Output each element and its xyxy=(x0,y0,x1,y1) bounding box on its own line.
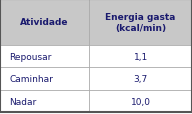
Text: Atividade: Atividade xyxy=(20,18,69,27)
Text: 10,0: 10,0 xyxy=(131,97,151,106)
Bar xyxy=(0,46,192,68)
Text: Nadar: Nadar xyxy=(10,97,37,106)
Bar xyxy=(0,90,192,112)
Text: 3,7: 3,7 xyxy=(133,74,148,83)
Text: Energia gasta
(kcal/min): Energia gasta (kcal/min) xyxy=(105,13,176,32)
Text: 1,1: 1,1 xyxy=(133,52,148,61)
Text: Repousar: Repousar xyxy=(10,52,52,61)
Text: Caminhar: Caminhar xyxy=(10,74,54,83)
Bar xyxy=(0,0,192,46)
Bar xyxy=(0,68,192,90)
